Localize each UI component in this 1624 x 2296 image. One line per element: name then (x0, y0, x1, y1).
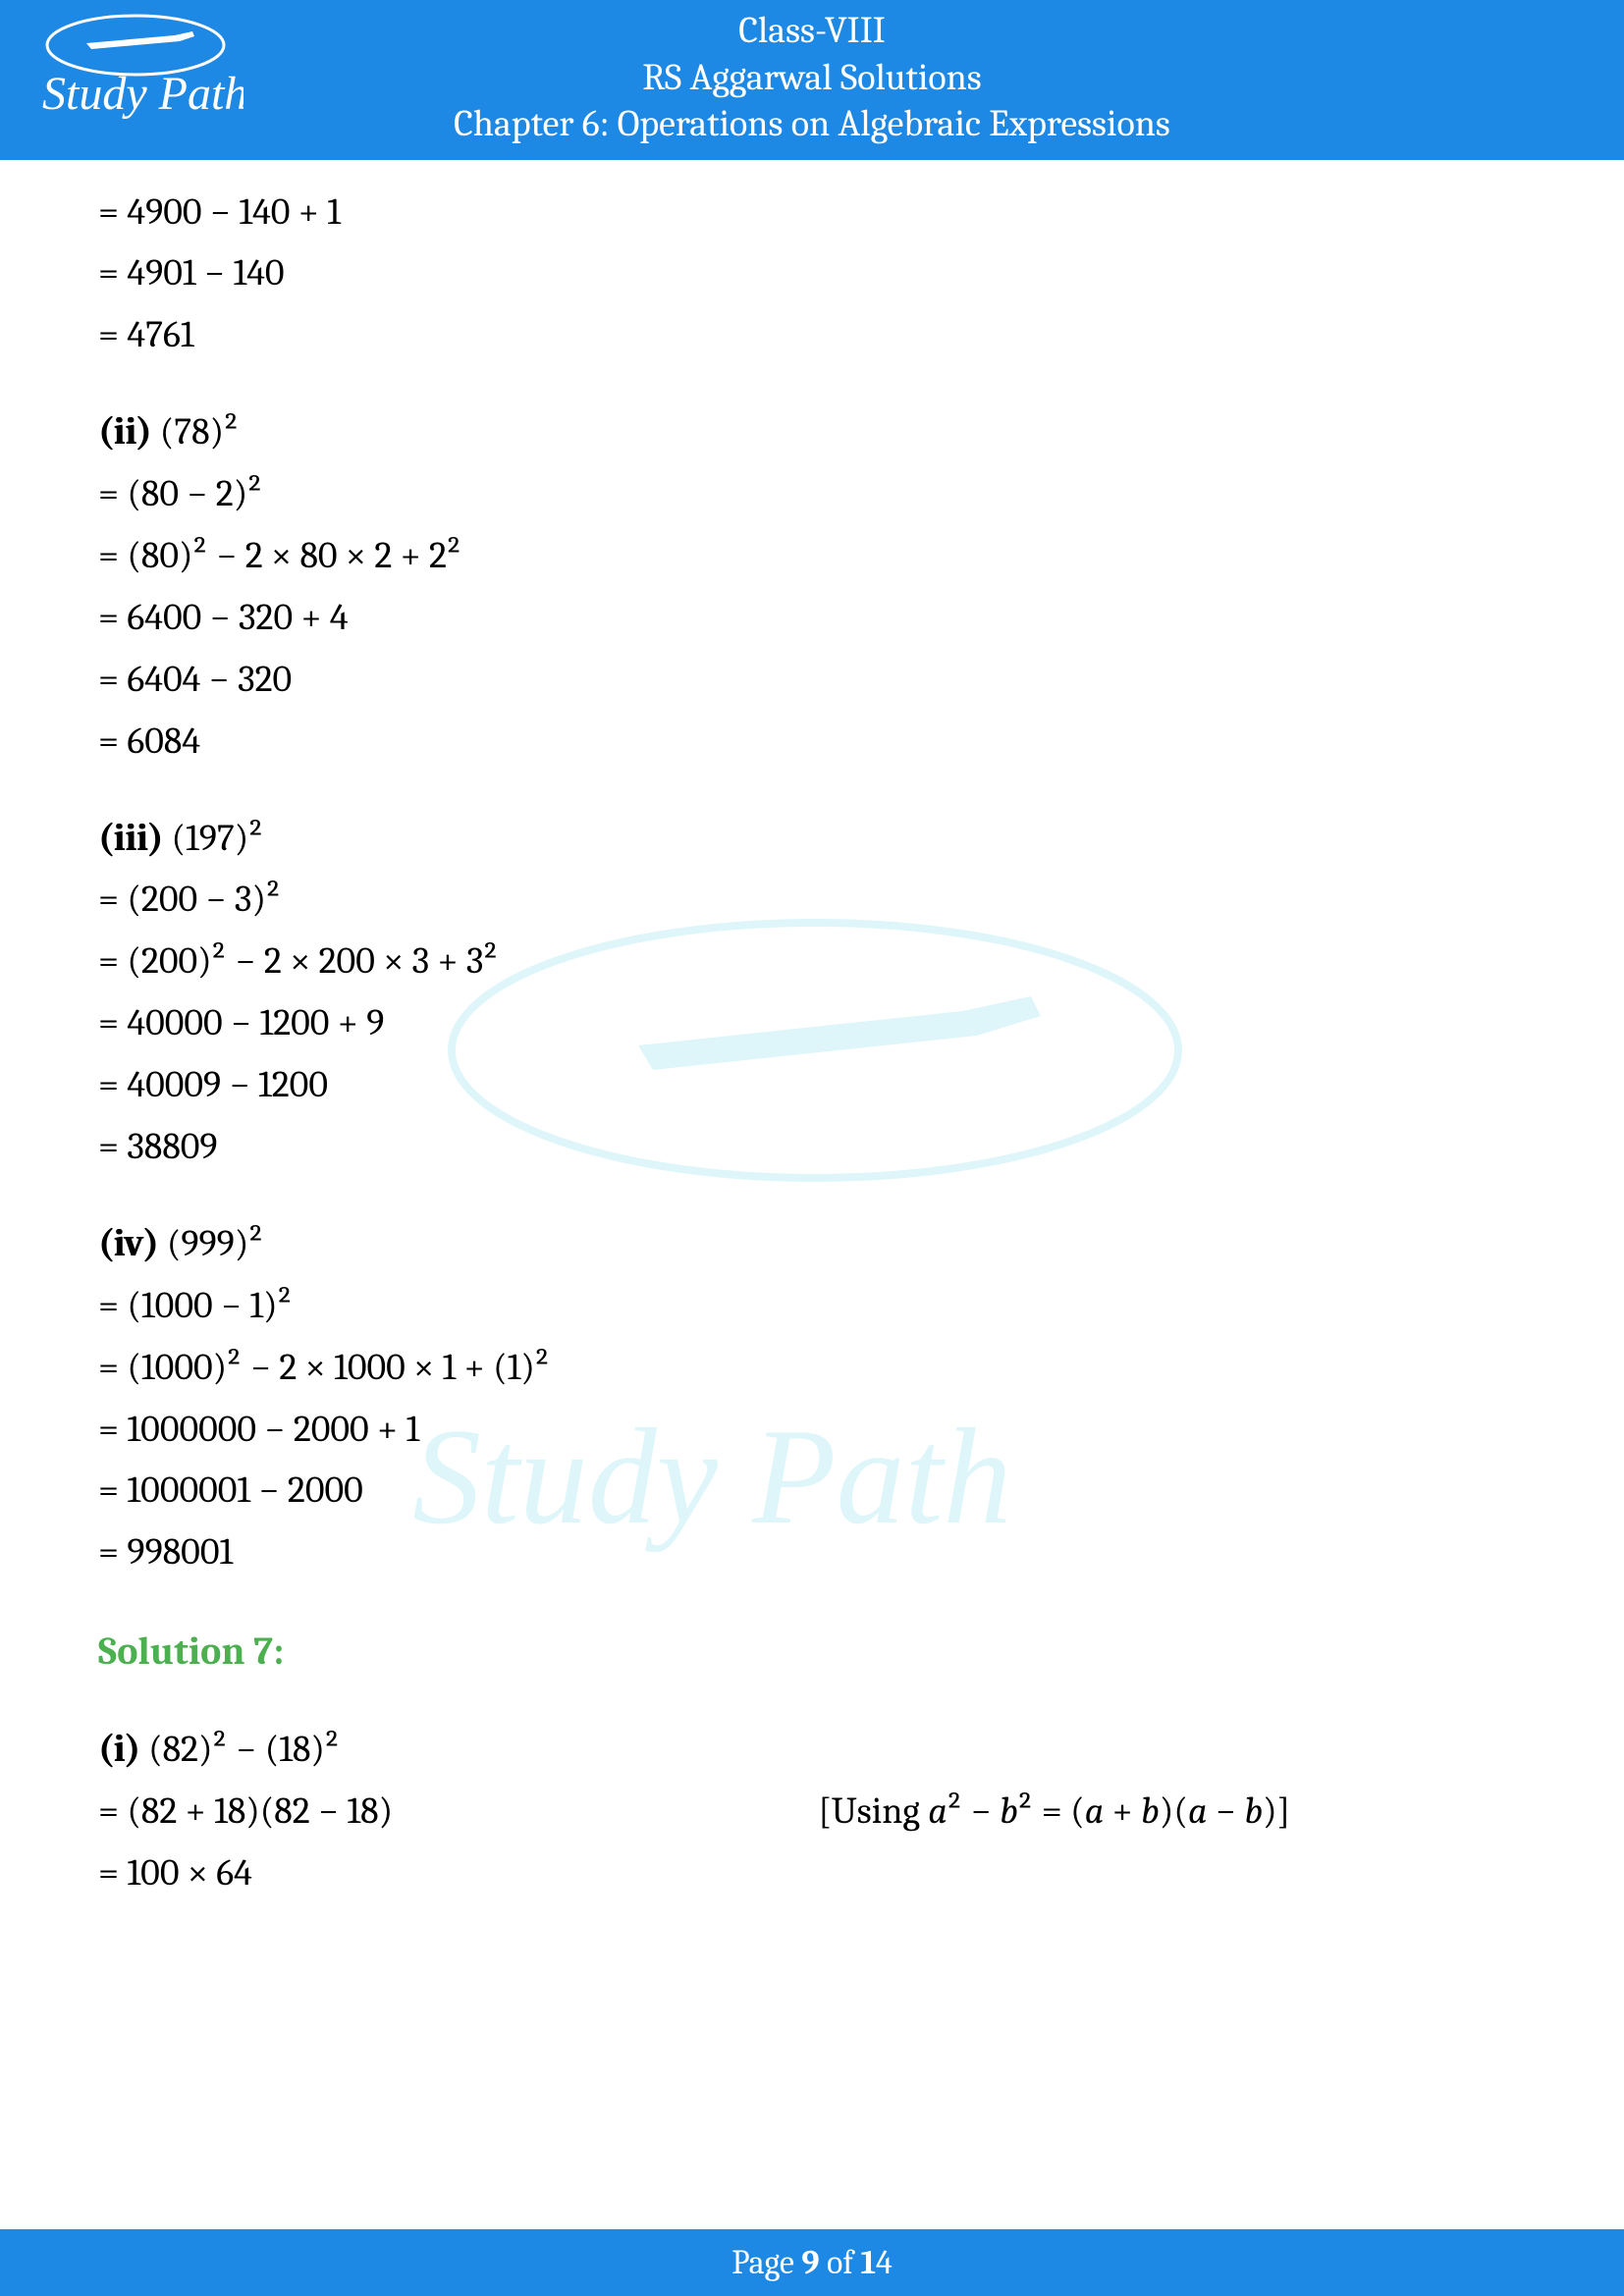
math-line: = 4761 (98, 306, 1526, 364)
study-path-logo: Study Path (27, 6, 244, 124)
part-label: (i) (98, 1728, 140, 1771)
math-line: = (200 − 3)² (98, 871, 1526, 929)
math-line: (ii) (78)² (98, 403, 1526, 461)
page-content: = 4900 − 140 + 1 = 4901 − 140 = 4761 (ii… (0, 160, 1624, 1902)
solution-block-3: (iii) (197)² = (200 − 3)² = (200)² − 2 ×… (98, 810, 1526, 1176)
math-line: = 1000001 − 2000 (98, 1462, 1526, 1520)
math-line: = 6404 − 320 (98, 651, 1526, 709)
math-line: = (1000 − 1)² (98, 1277, 1526, 1335)
math-line: = 40009 − 1200 (98, 1056, 1526, 1114)
part-label: (ii) (98, 410, 151, 454)
math-line: = 4901 − 140 (98, 244, 1526, 302)
solution-heading: Solution 7: (98, 1621, 1526, 1682)
math-expr: (197)² (163, 817, 264, 860)
math-expr: (78)² (151, 410, 239, 454)
footer-page: 9 (801, 2243, 819, 2282)
svg-text:Study Path: Study Path (42, 68, 244, 120)
math-line: = 1000000 − 2000 + 1 (98, 1401, 1526, 1459)
formula-note: [Using a² − b² = (a + b)(a − b)] (818, 1783, 1290, 1841)
solution-block-2: (ii) (78)² = (80 − 2)² = (80)² − 2 × 80 … (98, 403, 1526, 770)
footer-total-rest: 4 (876, 2243, 893, 2282)
math-line: = 100 × 64 (98, 1844, 1526, 1902)
solution-block-1: = 4900 − 140 + 1 = 4901 − 140 = 4761 (98, 184, 1526, 365)
page-header: Study Path Class-VIII RS Aggarwal Soluti… (0, 0, 1624, 160)
math-line: = 40000 − 1200 + 9 (98, 994, 1526, 1052)
header-book: RS Aggarwal Solutions (0, 55, 1624, 102)
math-expr: (999)² (158, 1222, 263, 1265)
part-label: (iii) (98, 817, 163, 860)
math-line: = 6084 (98, 713, 1526, 771)
math-line: = (80)² − 2 × 80 × 2 + 2² (98, 527, 1526, 585)
math-expr: = (82 + 18)(82 − 18) (98, 1783, 393, 1841)
header-class: Class-VIII (0, 8, 1624, 55)
math-line-with-note: = (82 + 18)(82 − 18) [Using a² − b² = (a… (98, 1783, 1526, 1841)
math-line: = (200)² − 2 × 200 × 3 + 3² (98, 933, 1526, 990)
math-line: = 6400 − 320 + 4 (98, 589, 1526, 647)
math-expr: (82)² − (18)² (140, 1728, 341, 1771)
math-line: = (80 − 2)² (98, 465, 1526, 523)
math-line: = 998001 (98, 1523, 1526, 1581)
header-chapter: Chapter 6: Operations on Algebraic Expre… (0, 101, 1624, 148)
math-line: (iv) (999)² (98, 1215, 1526, 1273)
solution-block-5: (i) (82)² − (18)² = (82 + 18)(82 − 18) [… (98, 1721, 1526, 1902)
math-line: = 4900 − 140 + 1 (98, 184, 1526, 241)
footer-middle: of (820, 2243, 861, 2282)
page-footer: Page 9 of 14 (0, 2229, 1624, 2296)
math-line: (i) (82)² − (18)² (98, 1721, 1526, 1779)
solution-block-4: (iv) (999)² = (1000 − 1)² = (1000)² − 2 … (98, 1215, 1526, 1581)
math-line: = (1000)² − 2 × 1000 × 1 + (1)² (98, 1339, 1526, 1397)
math-line: = 38809 (98, 1118, 1526, 1176)
footer-total-first: 1 (860, 2243, 876, 2282)
footer-prefix: Page (731, 2243, 801, 2282)
math-line: (iii) (197)² (98, 810, 1526, 868)
part-label: (iv) (98, 1222, 158, 1265)
